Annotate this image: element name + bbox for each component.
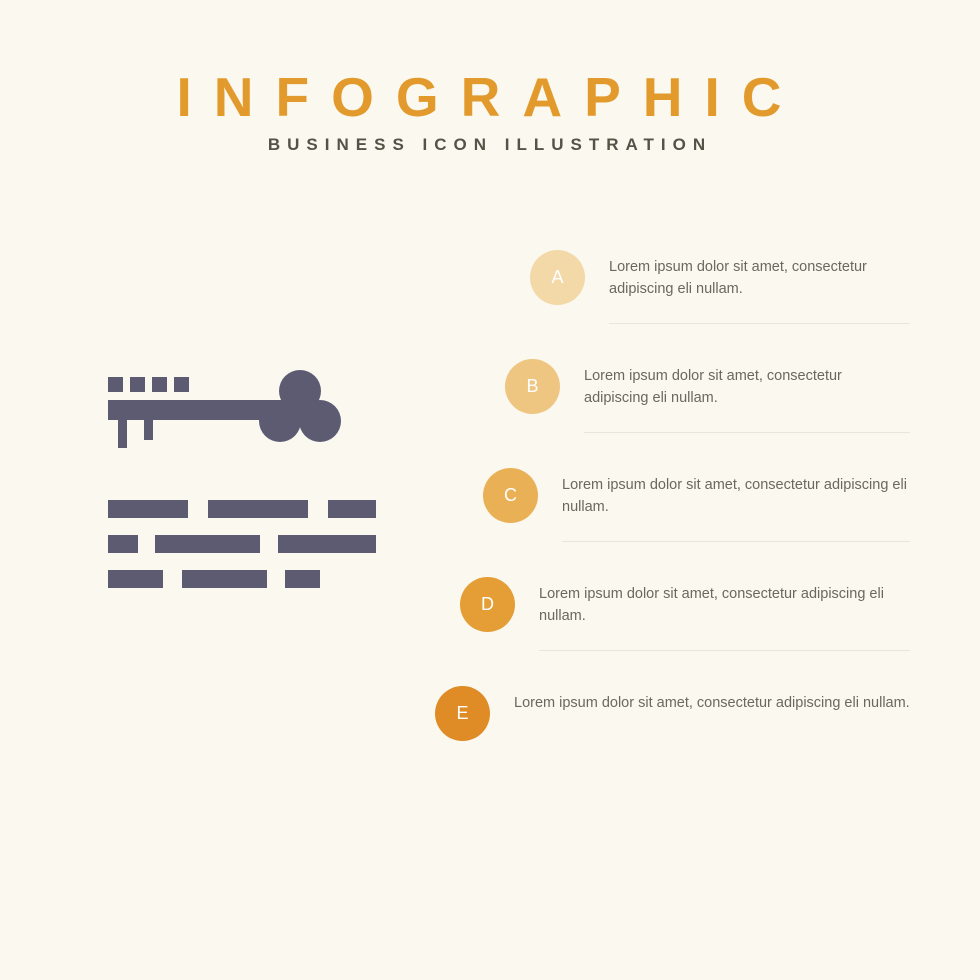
step-text-d: Lorem ipsum dolor sit amet, consectetur … <box>539 577 910 651</box>
key-code-icon <box>100 355 380 635</box>
step-text-e: Lorem ipsum dolor sit amet, consectetur … <box>514 686 910 736</box>
step-e: E Lorem ipsum dolor sit amet, consectetu… <box>435 686 910 741</box>
step-text-b: Lorem ipsum dolor sit amet, consectetur … <box>584 359 910 433</box>
steps-list: A Lorem ipsum dolor sit amet, consectetu… <box>435 250 910 776</box>
step-badge-d: D <box>460 577 515 632</box>
step-d: D Lorem ipsum dolor sit amet, consectetu… <box>435 577 910 651</box>
page-subtitle: BUSINESS ICON ILLUSTRATION <box>0 135 980 155</box>
step-text-c: Lorem ipsum dolor sit amet, consectetur … <box>562 468 910 542</box>
step-text-a: Lorem ipsum dolor sit amet, consectetur … <box>609 250 910 324</box>
step-badge-e: E <box>435 686 490 741</box>
step-b: B Lorem ipsum dolor sit amet, consectetu… <box>435 359 910 433</box>
step-badge-a: A <box>530 250 585 305</box>
step-c: C Lorem ipsum dolor sit amet, consectetu… <box>435 468 910 542</box>
page-title: INFOGRAPHIC <box>0 65 980 129</box>
header: INFOGRAPHIC BUSINESS ICON ILLUSTRATION <box>0 0 980 155</box>
step-badge-c: C <box>483 468 538 523</box>
step-badge-b: B <box>505 359 560 414</box>
step-a: A Lorem ipsum dolor sit amet, consectetu… <box>435 250 910 324</box>
